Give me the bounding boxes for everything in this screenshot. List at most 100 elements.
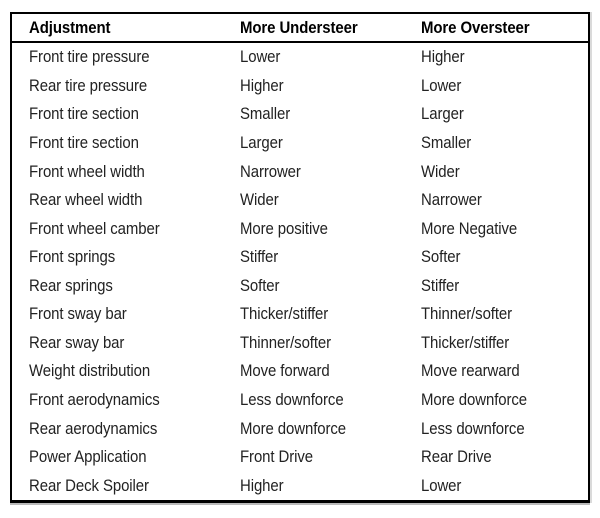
table-row: Front wheel width Narrower Wider bbox=[12, 157, 588, 186]
cell-understeer: More positive bbox=[240, 219, 421, 239]
cell-oversteer: More downforce bbox=[421, 390, 588, 410]
cell-adjustment: Front springs bbox=[12, 247, 240, 267]
table-row: Front tire section Larger Smaller bbox=[12, 129, 588, 158]
cell-text: Narrower bbox=[421, 190, 482, 210]
cell-adjustment: Front tire section bbox=[12, 104, 240, 124]
cell-text: Smaller bbox=[421, 132, 472, 152]
cell-understeer: Lower bbox=[240, 47, 421, 67]
cell-text: Higher bbox=[240, 475, 284, 495]
cell-oversteer: Larger bbox=[421, 104, 588, 124]
cell-text: Front aerodynamics bbox=[29, 390, 160, 410]
cell-text: Softer bbox=[240, 275, 280, 295]
cell-text: Larger bbox=[421, 104, 464, 124]
cell-adjustment: Power Application bbox=[12, 447, 240, 467]
cell-adjustment: Rear springs bbox=[12, 276, 240, 296]
cell-oversteer: Thicker/stiffer bbox=[421, 333, 588, 353]
cell-text: Thicker/stiffer bbox=[240, 304, 329, 324]
header-cell-oversteer: More Oversteer bbox=[421, 18, 588, 38]
cell-text: Rear aerodynamics bbox=[29, 418, 158, 438]
cell-understeer: Move forward bbox=[240, 361, 421, 381]
cell-adjustment: Rear aerodynamics bbox=[12, 419, 240, 439]
cell-adjustment: Rear sway bar bbox=[12, 333, 240, 353]
cell-text: Front tire pressure bbox=[29, 47, 150, 67]
table-row: Rear wheel width Wider Narrower bbox=[12, 186, 588, 215]
header-cell-understeer: More Understeer bbox=[240, 18, 421, 38]
cell-text: Stiffer bbox=[240, 247, 279, 267]
cell-text: Narrower bbox=[240, 161, 301, 181]
table-row: Weight distribution Move forward Move re… bbox=[12, 357, 588, 386]
cell-text: Thicker/stiffer bbox=[421, 332, 510, 352]
cell-adjustment: Front aerodynamics bbox=[12, 390, 240, 410]
column-header-oversteer: More Oversteer bbox=[421, 17, 530, 37]
cell-understeer: Higher bbox=[240, 476, 421, 496]
cell-text: Wider bbox=[421, 161, 460, 181]
cell-text: More Negative bbox=[421, 218, 518, 238]
table-row: Rear aerodynamics More downforce Less do… bbox=[12, 414, 588, 443]
cell-text: Move rearward bbox=[421, 361, 520, 381]
cell-understeer: Wider bbox=[240, 190, 421, 210]
cell-text: Front tire section bbox=[29, 104, 139, 124]
cell-text: Thinner/softer bbox=[421, 304, 513, 324]
cell-text: Wider bbox=[240, 190, 279, 210]
cell-text: Rear sway bar bbox=[29, 332, 125, 352]
cell-text: More downforce bbox=[421, 390, 528, 410]
header-cell-adjustment: Adjustment bbox=[12, 18, 240, 38]
cell-text: Thinner/softer bbox=[240, 332, 332, 352]
cell-adjustment: Weight distribution bbox=[12, 361, 240, 381]
cell-understeer: Narrower bbox=[240, 162, 421, 182]
cell-oversteer: More Negative bbox=[421, 219, 588, 239]
table-row: Front wheel camber More positive More Ne… bbox=[12, 214, 588, 243]
table-row: Rear Deck Spoiler Higher Lower bbox=[12, 471, 588, 500]
table-body: Front tire pressure Lower Higher Rear ti… bbox=[12, 43, 588, 500]
cell-text: Softer bbox=[421, 247, 461, 267]
cell-adjustment: Front sway bar bbox=[12, 304, 240, 324]
cell-text: Lower bbox=[421, 475, 462, 495]
cell-text: Rear Drive bbox=[421, 447, 492, 467]
cell-understeer: Softer bbox=[240, 276, 421, 296]
cell-text: More downforce bbox=[240, 418, 347, 438]
column-header-adjustment: Adjustment bbox=[29, 17, 111, 37]
cell-understeer: Stiffer bbox=[240, 247, 421, 267]
cell-adjustment: Rear wheel width bbox=[12, 190, 240, 210]
table-row: Rear springs Softer Stiffer bbox=[12, 272, 588, 301]
cell-understeer: Thicker/stiffer bbox=[240, 304, 421, 324]
cell-adjustment: Rear tire pressure bbox=[12, 76, 240, 96]
table-row: Power Application Front Drive Rear Drive bbox=[12, 443, 588, 472]
cell-text: Front wheel camber bbox=[29, 218, 160, 238]
cell-understeer: Larger bbox=[240, 133, 421, 153]
column-header-understeer: More Understeer bbox=[240, 17, 358, 37]
cell-oversteer: Higher bbox=[421, 47, 588, 67]
cell-text: Weight distribution bbox=[29, 361, 151, 381]
cell-text: Rear tire pressure bbox=[29, 75, 148, 95]
cell-text: Smaller bbox=[240, 104, 291, 124]
cell-understeer: Front Drive bbox=[240, 447, 421, 467]
table-row: Front tire pressure Lower Higher bbox=[12, 43, 588, 72]
cell-text: Front tire section bbox=[29, 132, 139, 152]
cell-adjustment: Front tire pressure bbox=[12, 47, 240, 67]
cell-text: Higher bbox=[421, 47, 465, 67]
cell-oversteer: Narrower bbox=[421, 190, 588, 210]
cell-oversteer: Wider bbox=[421, 162, 588, 182]
cell-oversteer: Lower bbox=[421, 76, 588, 96]
table-row: Front tire section Smaller Larger bbox=[12, 100, 588, 129]
cell-text: Front wheel width bbox=[29, 161, 145, 181]
cell-understeer: Higher bbox=[240, 76, 421, 96]
cell-text: Rear wheel width bbox=[29, 190, 143, 210]
cell-understeer: Thinner/softer bbox=[240, 333, 421, 353]
cell-oversteer: Stiffer bbox=[421, 276, 588, 296]
cell-text: Move forward bbox=[240, 361, 330, 381]
cell-oversteer: Smaller bbox=[421, 133, 588, 153]
cell-adjustment: Front wheel width bbox=[12, 162, 240, 182]
table-row: Rear sway bar Thinner/softer Thicker/sti… bbox=[12, 329, 588, 358]
cell-adjustment: Front wheel camber bbox=[12, 219, 240, 239]
cell-understeer: Less downforce bbox=[240, 390, 421, 410]
cell-oversteer: Less downforce bbox=[421, 419, 588, 439]
cell-understeer: More downforce bbox=[240, 419, 421, 439]
cell-oversteer: Rear Drive bbox=[421, 447, 588, 467]
table-row: Rear tire pressure Higher Lower bbox=[12, 72, 588, 101]
cell-text: Lower bbox=[240, 47, 281, 67]
cell-text: Lower bbox=[421, 75, 462, 95]
cell-text: Rear springs bbox=[29, 275, 113, 295]
cell-text: Stiffer bbox=[421, 275, 460, 295]
cell-adjustment: Rear Deck Spoiler bbox=[12, 476, 240, 496]
